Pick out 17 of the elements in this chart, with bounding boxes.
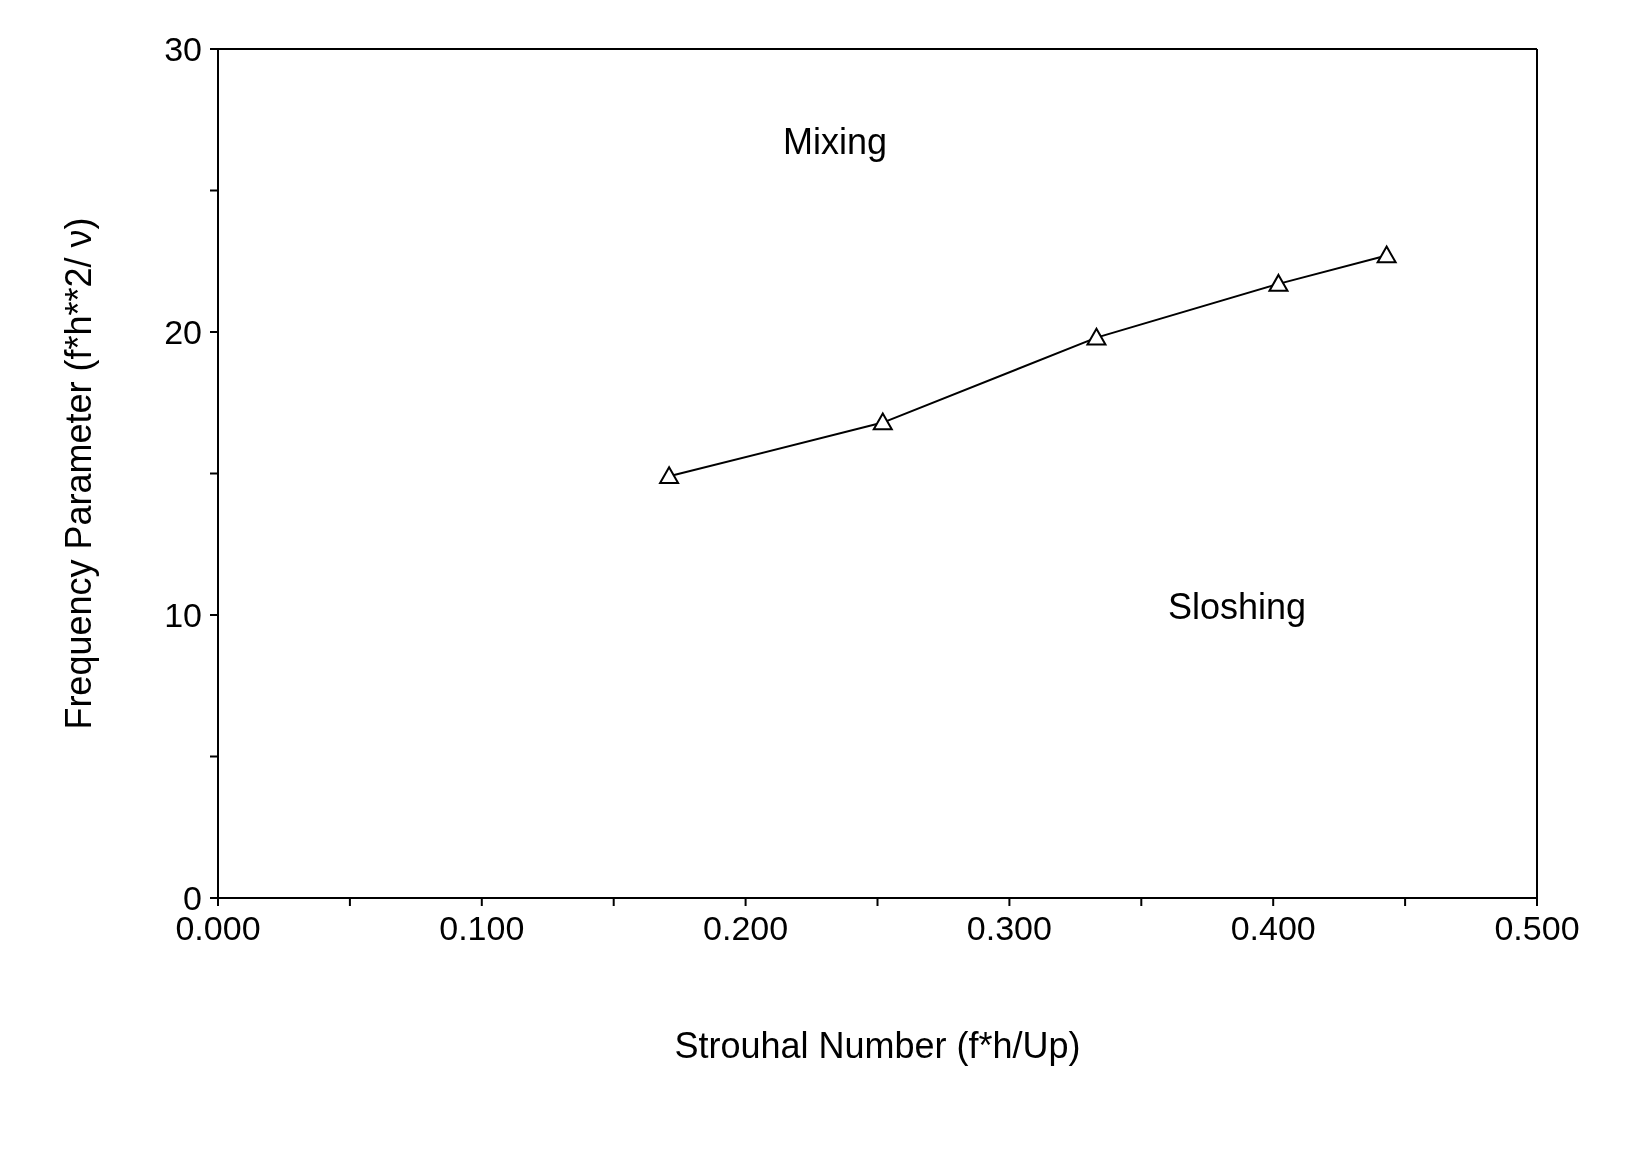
x-tick-label: 0.300 — [966, 909, 1052, 948]
x-tick-label: 0.100 — [439, 909, 525, 948]
point — [1376, 245, 1397, 264]
x-tick-label: 0.500 — [1494, 909, 1580, 948]
x-tick-label: 0.400 — [1230, 909, 1316, 948]
annotation: Sloshing — [1168, 586, 1307, 628]
annotation: Mixing — [783, 121, 888, 163]
x-tick-label: 0.200 — [703, 909, 789, 948]
point — [1268, 273, 1289, 292]
y-tick-label: 10 — [164, 596, 202, 635]
point — [872, 412, 893, 431]
y-tick-label: 30 — [164, 30, 202, 69]
point — [659, 466, 680, 485]
x-axis-title: Strouhal Number (f*h/Up) — [674, 1025, 1081, 1066]
y-axis-title: Frequency Parameter (f*h**2/ ν) — [57, 217, 99, 730]
y-tick-label: 20 — [164, 313, 202, 352]
point — [1086, 327, 1107, 346]
